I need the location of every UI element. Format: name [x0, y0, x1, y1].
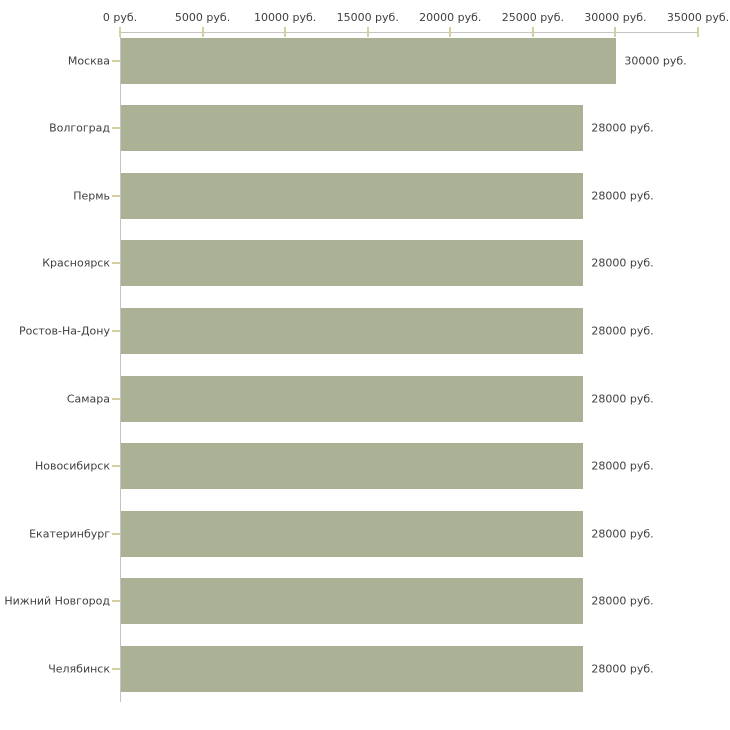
- bar-Новосибирск: [121, 443, 584, 490]
- value-label: 28000 руб.: [591, 594, 654, 608]
- y-axis-tick-mark: [112, 59, 120, 62]
- bar-Красноярск: [121, 240, 584, 287]
- value-label: 30000 руб.: [624, 54, 687, 67]
- value-label: 28000 руб.: [591, 662, 654, 676]
- x-axis-tick-mark: [201, 27, 204, 37]
- x-axis-tick-label: 20000 руб.: [419, 11, 482, 24]
- category-label: Новосибирск: [34, 459, 110, 473]
- x-axis-tick-mark: [614, 27, 617, 37]
- y-axis-tick-mark: [112, 127, 120, 130]
- category-label: Волгоград: [49, 121, 110, 135]
- category-label: Екатеринбург: [29, 527, 110, 541]
- y-axis-tick-mark: [112, 262, 120, 265]
- x-axis-tick-label: 0 руб.: [102, 11, 138, 24]
- y-axis-tick-mark: [112, 667, 120, 670]
- y-axis-tick-mark: [112, 532, 120, 535]
- category-label: Пермь: [73, 189, 110, 203]
- x-axis-tick-mark: [531, 27, 534, 37]
- value-label: 28000 руб.: [591, 121, 654, 135]
- value-label: 28000 руб.: [591, 459, 654, 473]
- y-axis-tick-mark: [112, 194, 120, 197]
- bar-Ростов-На-Дону: [121, 307, 584, 354]
- x-axis-tick-mark: [119, 27, 121, 37]
- x-axis-tick-label: 5000 руб.: [174, 11, 231, 24]
- bar-Самара: [121, 375, 584, 422]
- value-label: 28000 руб.: [591, 256, 654, 270]
- x-axis-tick-label: 30000 руб.: [584, 11, 647, 24]
- x-axis-tick-label: 10000 руб.: [254, 11, 317, 24]
- bar-Екатеринбург: [121, 510, 584, 557]
- bar-Волгоград: [121, 105, 584, 152]
- y-axis-tick-mark: [112, 600, 120, 603]
- value-label: 28000 руб.: [591, 324, 654, 338]
- y-axis-line: [120, 32, 121, 702]
- x-axis-tick-label: 15000 руб.: [336, 11, 399, 24]
- bar-Москва: [121, 37, 617, 84]
- x-axis-tick-mark: [697, 27, 699, 37]
- y-axis-tick-mark: [112, 465, 120, 468]
- x-axis-tick-label: 35000 руб.: [666, 11, 730, 24]
- bar-Челябинск: [121, 645, 584, 692]
- category-label: Челябинск: [48, 662, 110, 676]
- x-axis-tick-label: 25000 руб.: [501, 11, 564, 24]
- value-label: 28000 руб.: [591, 189, 654, 203]
- x-axis-tick-mark: [449, 27, 452, 37]
- category-label: Ростов-На-Дону: [18, 324, 110, 338]
- value-label: 28000 руб.: [591, 527, 654, 541]
- x-axis-line: [120, 32, 698, 33]
- bar-Нижний Новгород: [121, 578, 584, 625]
- category-label: Москва: [67, 54, 110, 67]
- category-label: Самара: [66, 392, 110, 405]
- x-axis-tick-mark: [284, 27, 287, 37]
- category-label: Красноярск: [42, 256, 110, 270]
- value-label: 28000 руб.: [591, 392, 654, 405]
- x-axis-tick-mark: [366, 27, 369, 37]
- bar-Пермь: [121, 172, 584, 219]
- category-label: Нижний Новгород: [4, 594, 110, 608]
- y-axis-tick-mark: [112, 397, 120, 400]
- y-axis-tick-mark: [112, 329, 120, 332]
